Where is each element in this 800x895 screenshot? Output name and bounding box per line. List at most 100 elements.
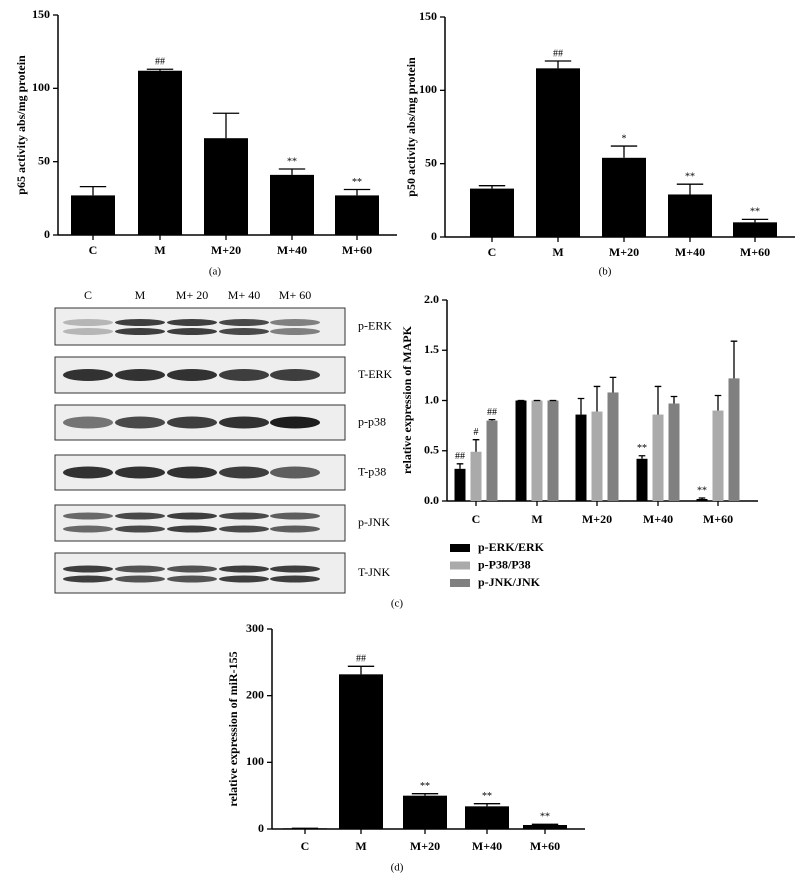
blot-band [167, 575, 217, 583]
x-tick-label: M [154, 243, 165, 257]
blot-band [115, 319, 165, 326]
blot-band [63, 416, 113, 429]
row-label: p-ERK [358, 318, 392, 332]
error-bar [654, 385, 662, 415]
y-axis-label: relative expression of MAPK [400, 325, 414, 474]
blot-band [167, 319, 217, 326]
error-bar [670, 395, 678, 404]
blot-band [115, 466, 165, 479]
error-bar [741, 218, 769, 223]
blot-band [115, 416, 165, 429]
error-bar [411, 793, 439, 796]
bar [71, 195, 115, 235]
blot-band [63, 525, 113, 533]
x-tick-label: M+60 [703, 512, 733, 526]
error-bar [278, 168, 306, 175]
blot-band [219, 512, 269, 520]
significance-label: ## [455, 451, 465, 462]
y-tick-label: 1.0 [424, 392, 439, 406]
x-tick-label: M+40 [472, 839, 502, 853]
blot-band [167, 565, 217, 573]
blot-band [115, 328, 165, 335]
blot-band [115, 512, 165, 520]
error-bar [146, 68, 174, 71]
blot-band [270, 466, 320, 479]
error-bar [593, 385, 601, 412]
blot-band [270, 416, 320, 429]
legend-swatch [450, 579, 470, 587]
bar [465, 806, 509, 829]
caption: (b) [599, 266, 612, 278]
x-tick-label: M+40 [675, 245, 705, 259]
y-tick-label: 100 [32, 80, 50, 94]
blot-band [63, 512, 113, 520]
bar [454, 468, 466, 501]
bar [470, 188, 514, 237]
blot-band [115, 575, 165, 583]
y-axis-label: relative expression of miR-155 [226, 651, 240, 806]
significance-label: ** [482, 791, 492, 802]
significance-label: # [474, 427, 479, 438]
error-bar [478, 185, 506, 189]
x-tick-label: C [89, 243, 98, 257]
bar [668, 194, 712, 237]
x-tick-label: C [488, 245, 497, 259]
blot-band [167, 416, 217, 429]
bar [668, 403, 680, 501]
blot-band [270, 319, 320, 326]
blot-band [115, 565, 165, 573]
x-tick-label: C [472, 512, 481, 526]
blot-band [219, 369, 269, 381]
y-tick-label: 150 [32, 7, 50, 21]
x-tick-label: M+20 [609, 245, 639, 259]
blot-band [115, 369, 165, 381]
blot-band [63, 369, 113, 381]
bar [728, 378, 740, 501]
blot-frame [54, 504, 346, 542]
y-tick-label: 300 [246, 621, 264, 635]
error-bar [714, 394, 722, 411]
bar [403, 795, 447, 829]
error-bar [343, 188, 371, 196]
error-bar [456, 463, 464, 469]
blot-band [63, 319, 113, 326]
error-bar [531, 823, 559, 825]
significance-label: ** [352, 177, 362, 188]
blot-frame [54, 552, 346, 594]
legend-swatch [450, 544, 470, 552]
y-tick-label: 0 [431, 229, 437, 243]
blot-band [63, 466, 113, 479]
error-bar [212, 112, 240, 139]
bar [515, 400, 527, 501]
x-tick-label: C [301, 839, 310, 853]
blot-band [167, 525, 217, 533]
blot-band [219, 328, 269, 335]
significance-label: ** [420, 781, 430, 792]
blot-band [63, 328, 113, 335]
caption: (c) [391, 598, 404, 610]
y-tick-label: 200 [246, 687, 264, 701]
significance-label: ## [356, 654, 366, 665]
bar [696, 498, 708, 501]
error-bar [676, 183, 704, 195]
blot-band [167, 328, 217, 335]
bar [733, 222, 777, 237]
x-tick-label: M+40 [643, 512, 673, 526]
y-axis-label: p65 activity abs/mg protein [14, 55, 28, 195]
y-tick-label: 0 [258, 821, 264, 835]
error-bar [610, 145, 638, 158]
bar [652, 414, 664, 501]
blot-band [270, 328, 320, 335]
blot-band [63, 565, 113, 573]
x-tick-label: M [552, 245, 563, 259]
significance-label: ** [287, 156, 297, 167]
row-label: p-p38 [358, 414, 386, 428]
x-tick-label: M+40 [277, 243, 307, 257]
y-tick-label: 150 [419, 9, 437, 23]
x-tick-label: M+60 [342, 243, 372, 257]
error-bar [544, 60, 572, 69]
bar [138, 70, 182, 235]
x-tick-label: M+60 [740, 245, 770, 259]
significance-label: ## [487, 407, 497, 418]
